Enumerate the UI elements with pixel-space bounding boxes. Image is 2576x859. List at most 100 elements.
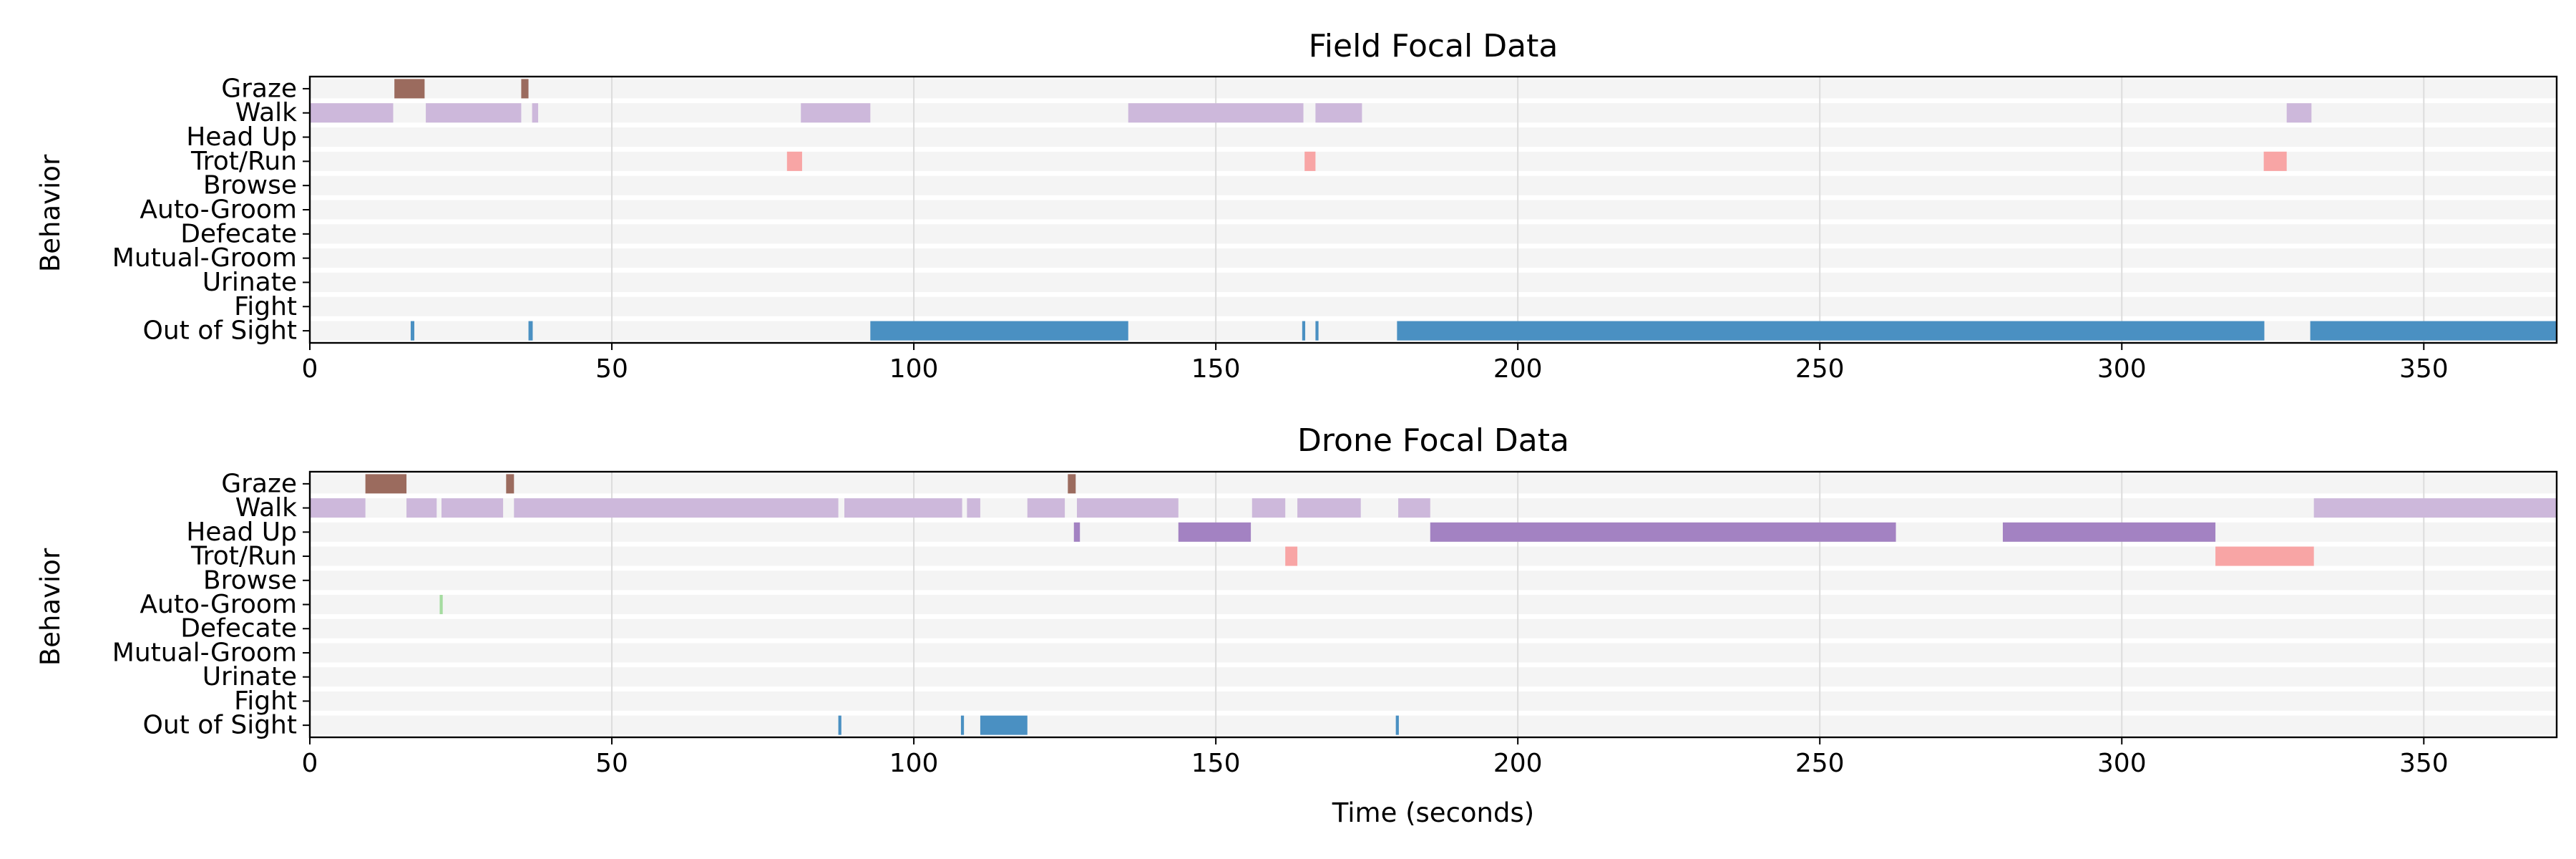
event-bar-out-of-sight xyxy=(838,715,841,735)
event-bar-walk xyxy=(967,498,980,518)
chart-title-drone: Drone Focal Data xyxy=(1297,422,1569,459)
x-tick-label: 150 xyxy=(1191,749,1241,778)
event-bar-trot-run xyxy=(1285,546,1298,566)
event-bar-walk xyxy=(426,103,522,123)
y-tick-label-walk: Walk xyxy=(235,98,297,127)
event-bar-trot-run xyxy=(1304,151,1316,171)
row-band-urinate xyxy=(310,272,2557,292)
x-tick-label: 0 xyxy=(302,354,318,384)
event-bar-walk xyxy=(1027,498,1065,518)
event-bar-walk xyxy=(514,498,839,518)
event-bar-out-of-sight xyxy=(980,715,1028,735)
chart-title-field: Field Focal Data xyxy=(1309,28,1558,64)
y-tick-label-out-of-sight: Out of Sight xyxy=(143,711,298,740)
event-bar-walk xyxy=(310,103,394,123)
event-bar-walk xyxy=(801,103,871,123)
event-bar-out-of-sight xyxy=(410,321,415,341)
x-tick-label: 250 xyxy=(1795,354,1845,384)
x-tick-label: 300 xyxy=(2097,354,2147,384)
event-bar-graze xyxy=(1068,474,1076,494)
x-tick-label: 200 xyxy=(1493,354,1543,384)
event-bar-walk xyxy=(532,103,539,123)
y-tick-label-head-up: Head Up xyxy=(186,122,297,152)
event-bar-walk xyxy=(2286,103,2312,123)
row-band-fight xyxy=(310,691,2557,711)
x-tick-label: 350 xyxy=(2399,354,2449,384)
row-band-mutual-groom xyxy=(310,643,2557,663)
row-band-defecate xyxy=(310,618,2557,639)
y-tick-label-defecate: Defecate xyxy=(180,614,297,644)
event-bar-walk xyxy=(406,498,437,518)
x-tick-label: 50 xyxy=(595,354,628,384)
row-band-mutual-groom xyxy=(310,248,2557,268)
y-axis-label-drone: Behavior xyxy=(35,548,66,666)
row-band-trot-run xyxy=(310,151,2557,171)
event-bar-walk xyxy=(1076,498,1179,518)
panel-drone: Drone Focal Data Behavior GrazeWalkHead … xyxy=(35,422,2558,828)
y-tick-label-trot-run: Trot/Run xyxy=(190,147,297,176)
y-tick-label-urinate: Urinate xyxy=(203,268,297,297)
event-bar-walk xyxy=(1398,498,1430,518)
event-bar-graze xyxy=(394,79,425,99)
event-bar-head-up xyxy=(1430,522,1896,542)
event-bar-walk xyxy=(1297,498,1361,518)
y-tick-label-trot-run: Trot/Run xyxy=(190,542,297,571)
row-band-auto-groom xyxy=(310,200,2557,220)
y-tick-label-auto-groom: Auto-Groom xyxy=(140,195,297,225)
y-tick-label-graze: Graze xyxy=(221,74,297,103)
event-bar-head-up xyxy=(1073,522,1080,542)
y-tick-label-browse: Browse xyxy=(203,566,297,595)
event-bar-walk xyxy=(1128,103,1304,123)
y-tick-label-walk: Walk xyxy=(235,493,297,523)
y-tick-label-head-up: Head Up xyxy=(186,518,297,547)
y-tick-label-mutual-groom: Mutual-Groom xyxy=(112,638,297,667)
event-bar-out-of-sight xyxy=(1397,321,2265,341)
x-tick-label: 0 xyxy=(302,749,318,778)
panel-field: Field Focal Data Behavior GrazeWalkHead … xyxy=(35,28,2558,384)
row-band-head-up xyxy=(310,127,2557,147)
x-tick-label: 50 xyxy=(595,749,628,778)
event-bar-trot-run xyxy=(2215,546,2314,566)
row-band-auto-groom xyxy=(310,595,2557,614)
event-bar-graze xyxy=(365,474,407,494)
row-band-graze xyxy=(310,474,2557,494)
event-bar-walk xyxy=(844,498,962,518)
event-bar-walk xyxy=(1315,103,1362,123)
x-tick-label: 300 xyxy=(2097,749,2147,778)
row-band-defecate xyxy=(310,224,2557,244)
event-bar-graze xyxy=(521,79,529,99)
row-band-urinate xyxy=(310,667,2557,687)
row-band-graze xyxy=(310,79,2557,99)
event-bar-trot-run xyxy=(2263,151,2287,171)
x-tick-label: 250 xyxy=(1795,749,1845,778)
y-tick-label-auto-groom: Auto-Groom xyxy=(140,590,297,619)
y-tick-label-browse: Browse xyxy=(203,171,297,200)
event-bar-out-of-sight xyxy=(870,321,1128,341)
event-bar-out-of-sight xyxy=(1395,715,1399,735)
row-band-out-of-sight xyxy=(310,715,2557,735)
row-band-browse xyxy=(310,175,2557,195)
row-band-fight xyxy=(310,296,2557,316)
event-bar-out-of-sight xyxy=(2310,321,2557,341)
row-band-trot-run xyxy=(310,546,2557,566)
y-tick-label-out-of-sight: Out of Sight xyxy=(143,316,298,346)
x-tick-label: 200 xyxy=(1493,749,1543,778)
event-bar-auto-groom xyxy=(439,595,443,614)
event-bar-walk xyxy=(1252,498,1286,518)
y-tick-label-fight: Fight xyxy=(234,686,297,716)
event-bar-out-of-sight xyxy=(1315,321,1319,341)
y-tick-label-defecate: Defecate xyxy=(180,219,297,248)
event-bar-trot-run xyxy=(786,151,802,171)
event-bar-out-of-sight xyxy=(1302,321,1306,341)
event-bar-head-up xyxy=(2002,522,2216,542)
y-tick-label-graze: Graze xyxy=(221,469,297,498)
x-tick-label: 150 xyxy=(1191,354,1241,384)
event-bar-head-up xyxy=(1178,522,1252,542)
x-tick-label: 100 xyxy=(889,749,939,778)
event-bar-walk xyxy=(310,498,366,518)
x-tick-label: 100 xyxy=(889,354,939,384)
y-tick-label-fight: Fight xyxy=(234,292,297,321)
